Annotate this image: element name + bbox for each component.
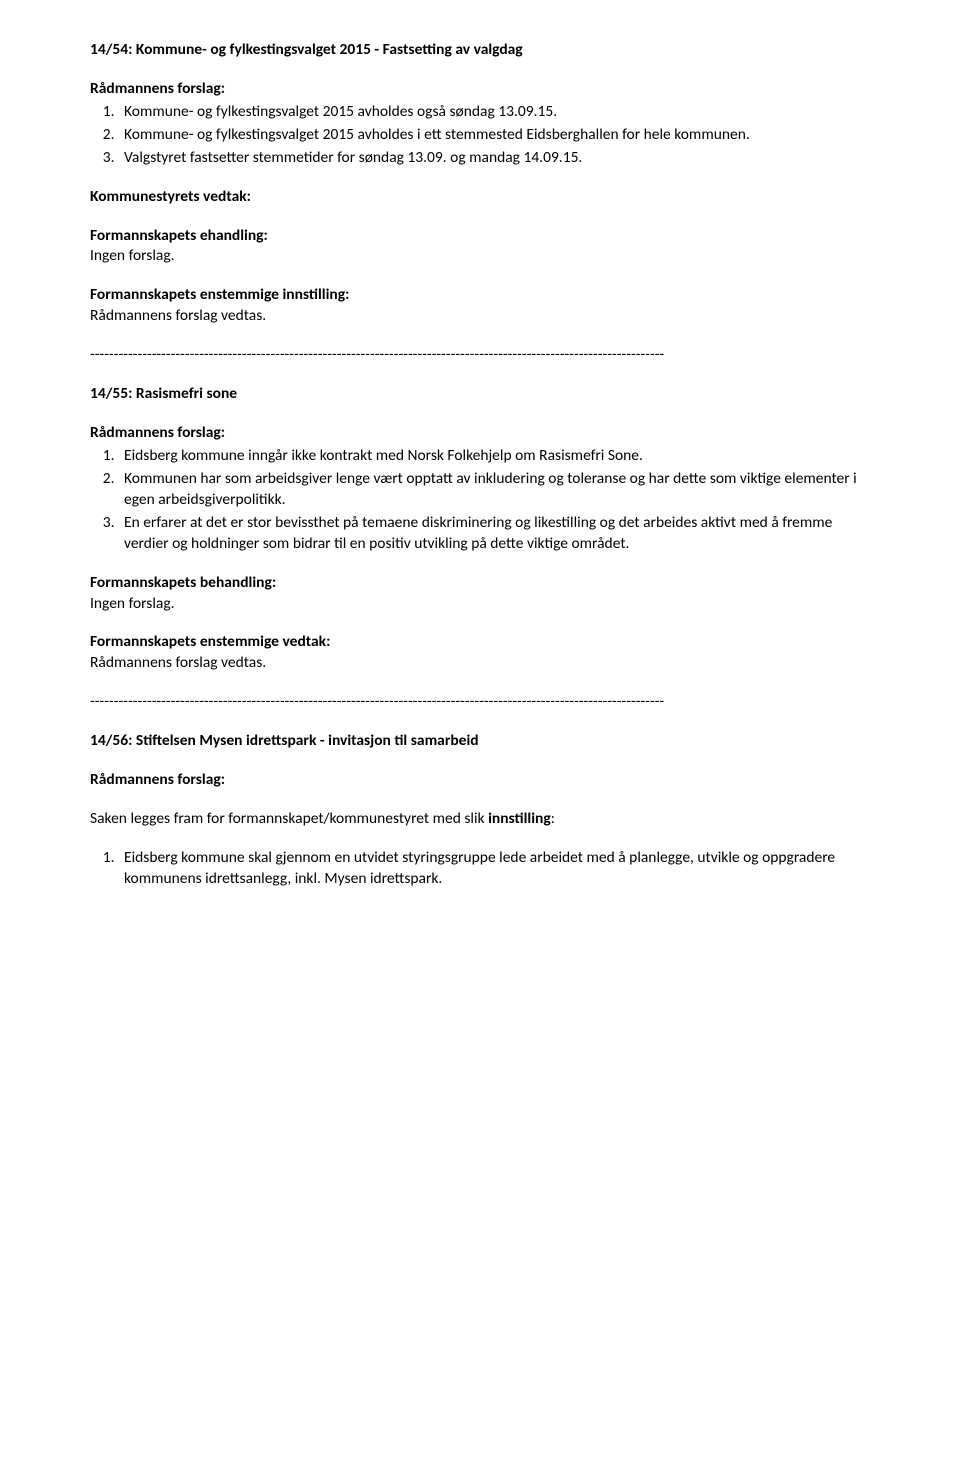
proposal-list-1456: Eidsberg kommune skal gjennom en utvidet… <box>90 848 870 890</box>
vedtak-label-1455: Formannskapets enstemmige vedtak: <box>90 632 870 653</box>
handling-label-1454: Formannskapets ehandling: <box>90 226 870 247</box>
decision-label-1454: Kommunestyrets vedtak: <box>90 187 870 208</box>
proposal-list-1454: Kommune- og fylkestingsvalget 2015 avhol… <box>90 102 870 169</box>
innstilling-text-1454: Rådmannens forslag vedtas. <box>90 306 870 327</box>
handling-text-1455: Ingen forslag. <box>90 594 870 615</box>
list-item: Eidsberg kommune skal gjennom en utvidet… <box>118 848 870 890</box>
innstilling-label-1454: Formannskapets enstemmige innstilling: <box>90 285 870 306</box>
proposal-label-1455: Rådmannens forslag: <box>90 423 870 444</box>
list-item: Kommunen har som arbeidsgiver lenge vært… <box>118 469 870 511</box>
list-item: Eidsberg kommune inngår ikke kontrakt me… <box>118 446 870 467</box>
section-title-1456: 14/56: Stiftelsen Mysen idrettspark - in… <box>90 731 870 752</box>
list-item: Valgstyret fastsetter stemmetider for sø… <box>118 148 870 169</box>
handling-label-1455: Formannskapets behandling: <box>90 573 870 594</box>
list-item: Kommune- og fylkestingsvalget 2015 avhol… <box>118 102 870 123</box>
section-title-1454: 14/54: Kommune- og fylkestingsvalget 201… <box>90 40 870 61</box>
intro-bold: innstilling <box>488 809 551 828</box>
section-title-1455: 14/55: Rasismefri sone <box>90 384 870 405</box>
section-separator: ----------------------------------------… <box>90 345 870 366</box>
intro-prefix: Saken legges fram for formannskapet/komm… <box>90 809 488 828</box>
section-separator: ----------------------------------------… <box>90 692 870 713</box>
proposal-label-1454: Rådmannens forslag: <box>90 79 870 100</box>
intro-suffix: : <box>551 809 555 828</box>
proposal-label-1456: Rådmannens forslag: <box>90 770 870 791</box>
intro-line-1456: Saken legges fram for formannskapet/komm… <box>90 809 870 830</box>
handling-text-1454: Ingen forslag. <box>90 246 870 267</box>
document-page: 14/54: Kommune- og fylkestingsvalget 201… <box>0 0 960 948</box>
list-item: En erfarer at det er stor bevissthet på … <box>118 513 870 555</box>
proposal-list-1455: Eidsberg kommune inngår ikke kontrakt me… <box>90 446 870 555</box>
list-item: Kommune- og fylkestingsvalget 2015 avhol… <box>118 125 870 146</box>
vedtak-text-1455: Rådmannens forslag vedtas. <box>90 653 870 674</box>
